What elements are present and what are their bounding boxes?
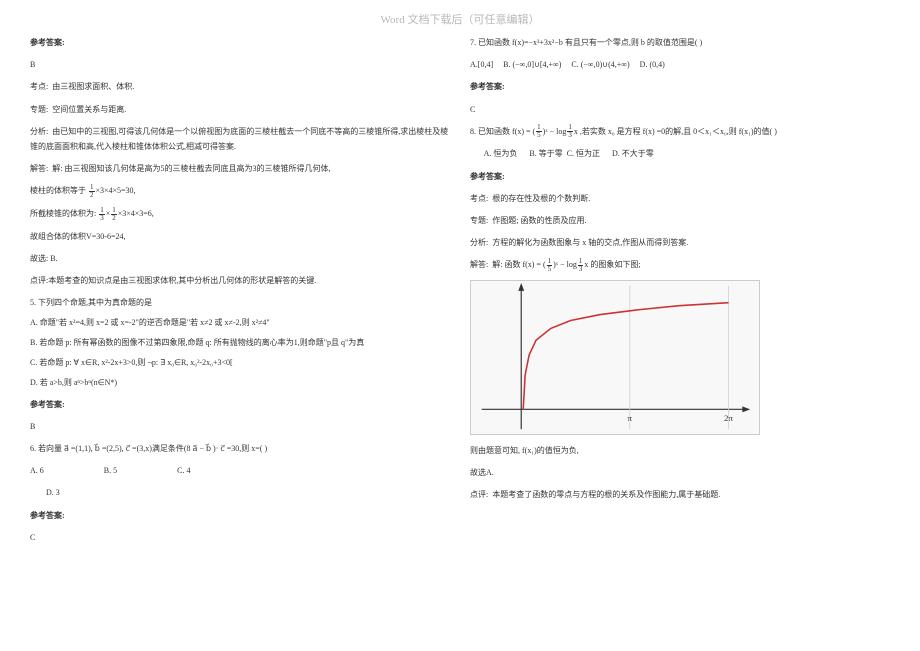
answer-value: B [30,57,450,72]
q8-part-c: x ,若实数 x₀ 是方程 f(x) =0的解,且 0＜x₁＜x₀,则 f(x₁… [574,127,777,136]
jieda-line: 解答: 解: 由三视图知该几何体是高为5的三棱柱截去同底且高为3的三棱锥所得几何… [30,161,450,176]
q6-opt-d: D. 3 [46,488,60,497]
frac-third-icon: 13 [99,207,105,222]
xtick-2pi: 2π [724,413,733,423]
q8-part-b: )ˣ − log [543,127,567,136]
q7-opt-a: A.[0,4] [470,60,493,69]
curve [523,303,728,410]
zhuanti-label: 专题: [470,216,488,225]
q6-options-row1: A. 6 B. 5 C. 4 [30,463,450,478]
q6-opt-a: A. 6 [30,466,44,475]
combined-volume: 故组合体的体积V=30-6=24, [30,229,450,244]
answer-label: 参考答案: [470,79,890,94]
frac-third-icon: 13 [567,124,573,139]
q6-options-row2: D. 3 [30,485,450,500]
postchart-2: 故选A. [470,465,890,480]
fenxi-label: 分析: [470,238,488,247]
q7-options: A.[0,4] B. (−∞,0]∪[4,+∞) C. (−∞,0)∪(4,+∞… [470,57,890,72]
zhuanti-label: 专题: [30,105,48,114]
fenxi-label: 分析: [30,127,48,136]
cone-post: =6, [143,209,154,218]
dianping-text: 本题考查了函数的零点与方程的根的关系及作图能力,属于基础题. [492,490,720,499]
answer-label: 参考答案: [30,508,450,523]
dianping-line: 点评:本题考查的知识点是由三视图求体积,其中分析出几何体的形状是解答的关键. [30,273,450,288]
fenxi8-line: 分析: 方程的解化为函数图象与 x 轴的交点,作图从而得到答案. [470,235,890,250]
fenxi-text: 由已知中的三视图,可得该几何体是一个以俯视图为底面的三棱柱截去一个同底不等高的三… [30,127,448,151]
guxuan: 故选: B. [30,251,450,266]
q5-opt-b: B. 若命题 p: 所有幂函数的图像不过第四象限,命题 q: 所有抛物线的离心率… [30,337,450,350]
page-header: Word 文档下载后（可任意编辑） [0,0,920,35]
kaodian8-line: 考点: 根的存在性及根的个数判断. [470,191,890,206]
dianping-text: 本题考查的知识点是由三视图求体积,其中分析出几何体的形状是解答的关键. [48,276,316,285]
answer-label: 参考答案: [470,169,890,184]
jieda8-line: 解答: 解: 函数 f(x) = (15)ˣ − log13x 的图象如下图; [470,257,890,273]
frac-third-icon: 13 [578,258,584,273]
q6-opt-c: C. 4 [177,466,190,475]
q5-opt-a: A. 命题"若 x²=4,则 x=2 或 x=-2"的逆否命题是"若 x≠2 或… [30,317,450,330]
q7-stem: 7. 已知函数 f(x)=−x³+3x²−b 有且只有一个零点,则 b 的取值范… [470,35,890,50]
q8-options: A. 恒为负 B. 等于零 C. 恒为正 D. 不大于零 [470,146,890,161]
y-arrow-icon [518,283,524,291]
kaodian-line: 考点: 由三视图求面积、体积. [30,79,450,94]
frac-half-icon: 12 [111,207,117,222]
answer-label: 参考答案: [30,397,450,412]
answer-value: C [30,530,450,545]
dianping-label: 点评: [30,276,48,285]
dianping8-line: 点评: 本题考查了函数的零点与方程的根的关系及作图能力,属于基础题. [470,487,890,502]
zhuanti-text: 作图題; 函数的性质及应用. [492,216,586,225]
chart-svg: π 2π [471,281,759,434]
fenxi-text: 方程的解化为函数图象与 x 轴的交点,作图从而得到答案. [492,238,688,247]
jieda8-text3: x 的图象如下图; [584,260,640,269]
left-column: 参考答案: B 考点: 由三视图求面积、体积. 专题: 空间位置关系与距离. 分… [30,35,450,552]
prism-pre: 棱柱的体积等于 [30,186,86,195]
x-arrow-icon [742,406,750,412]
kaodian-text: 由三视图求面积、体积. [52,82,134,91]
fenxi-line: 分析: 由已知中的三视图,可得该几何体是一个以俯视图为底面的三棱柱截去一个同底不… [30,124,450,154]
answer-value: C [470,102,890,117]
q5-stem: 5. 下列四个命题,其中为真命题的是 [30,295,450,310]
kaodian-label: 考点: [30,82,48,91]
jieda8-text1: 解: 函数 f(x) = ( [492,260,545,269]
prism-post: =30, [121,186,136,195]
frac-half-icon: 12 [89,184,95,199]
q8-opt-b: B. 等于零 [529,149,562,158]
zhuanti8-line: 专题: 作图題; 函数的性质及应用. [470,213,890,228]
q7-opt-c: C. (−∞,0)∪(4,+∞) [571,60,629,69]
q8-stem: 8. 已知函数 f(x) = (15)ˣ − log13x ,若实数 x₀ 是方… [470,124,890,140]
zhuanti-line: 专题: 空间位置关系与距离. [30,102,450,117]
answer-label: 参考答案: [30,35,450,50]
xtick-pi: π [628,413,633,423]
cone-volume-line: 所截棱锥的体积为: 13×12×3×4×3=6, [30,206,450,222]
q6-stem: 6. 若向量 a⃗ =(1,1), b⃗ =(2,5), c⃗ =(3,x)满足… [30,441,450,456]
q8-opt-a: A. 恒为负 [484,149,518,158]
postchart-1: 则由题意可知, f(x₁)的值恒为负, [470,443,890,458]
q7-opt-d: D. (0,4) [640,60,665,69]
answer-value: B [30,419,450,434]
prism-expr: ×3×4×5 [96,186,122,195]
cone-pre: 所截棱锥的体积为: [30,209,96,218]
q8-part-a: 8. 已知函数 f(x) = ( [470,127,535,136]
q5-opt-d: D. 若 a>b,则 aⁿ>bⁿ(n∈N*) [30,377,450,390]
q7-opt-b: B. (−∞,0]∪[4,+∞) [503,60,561,69]
right-column: 7. 已知函数 f(x)=−x³+3x²−b 有且只有一个零点,则 b 的取值范… [470,35,890,552]
frac-fifth-icon: 15 [547,258,553,273]
dianping-label: 点评: [470,490,488,499]
function-graph: π 2π [470,280,760,435]
frac-fifth-icon: 15 [536,124,542,139]
two-column-layout: 参考答案: B 考点: 由三视图求面积、体积. 专题: 空间位置关系与距离. 分… [0,35,920,552]
prism-volume-line: 棱柱的体积等于 12×3×4×5=30, [30,183,450,199]
q8-opt-c: C. 恒为正 [567,149,600,158]
jieda-text: 解: 由三视图知该几何体是高为5的三棱柱截去同底且高为3的三棱锥所得几何体, [52,164,330,173]
zhuanti-text: 空间位置关系与距离. [52,105,126,114]
q8-opt-d: D. 不大于零 [612,149,654,158]
q5-opt-c: C. 若命题 p: ∀ x∈R, x²-2x+3>0,则 ¬p: ∃ x₀∈R,… [30,357,450,370]
kaodian-label: 考点: [470,194,488,203]
jieda8-text2: )ˣ − log [553,260,577,269]
q6-opt-b: B. 5 [104,466,117,475]
kaodian-text: 根的存在性及根的个数判断. [492,194,590,203]
jieda-label: 解答: [30,164,48,173]
jieda-label: 解答: [470,260,488,269]
